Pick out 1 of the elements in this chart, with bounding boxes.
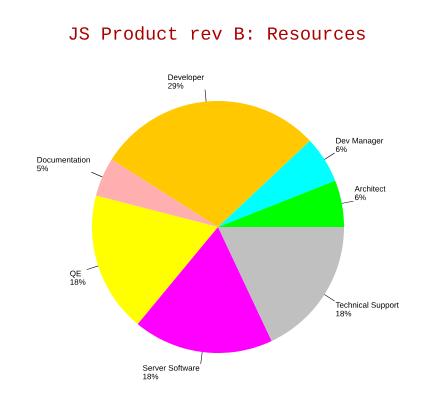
chart-title: JS Product rev B: Resources bbox=[69, 26, 365, 40]
